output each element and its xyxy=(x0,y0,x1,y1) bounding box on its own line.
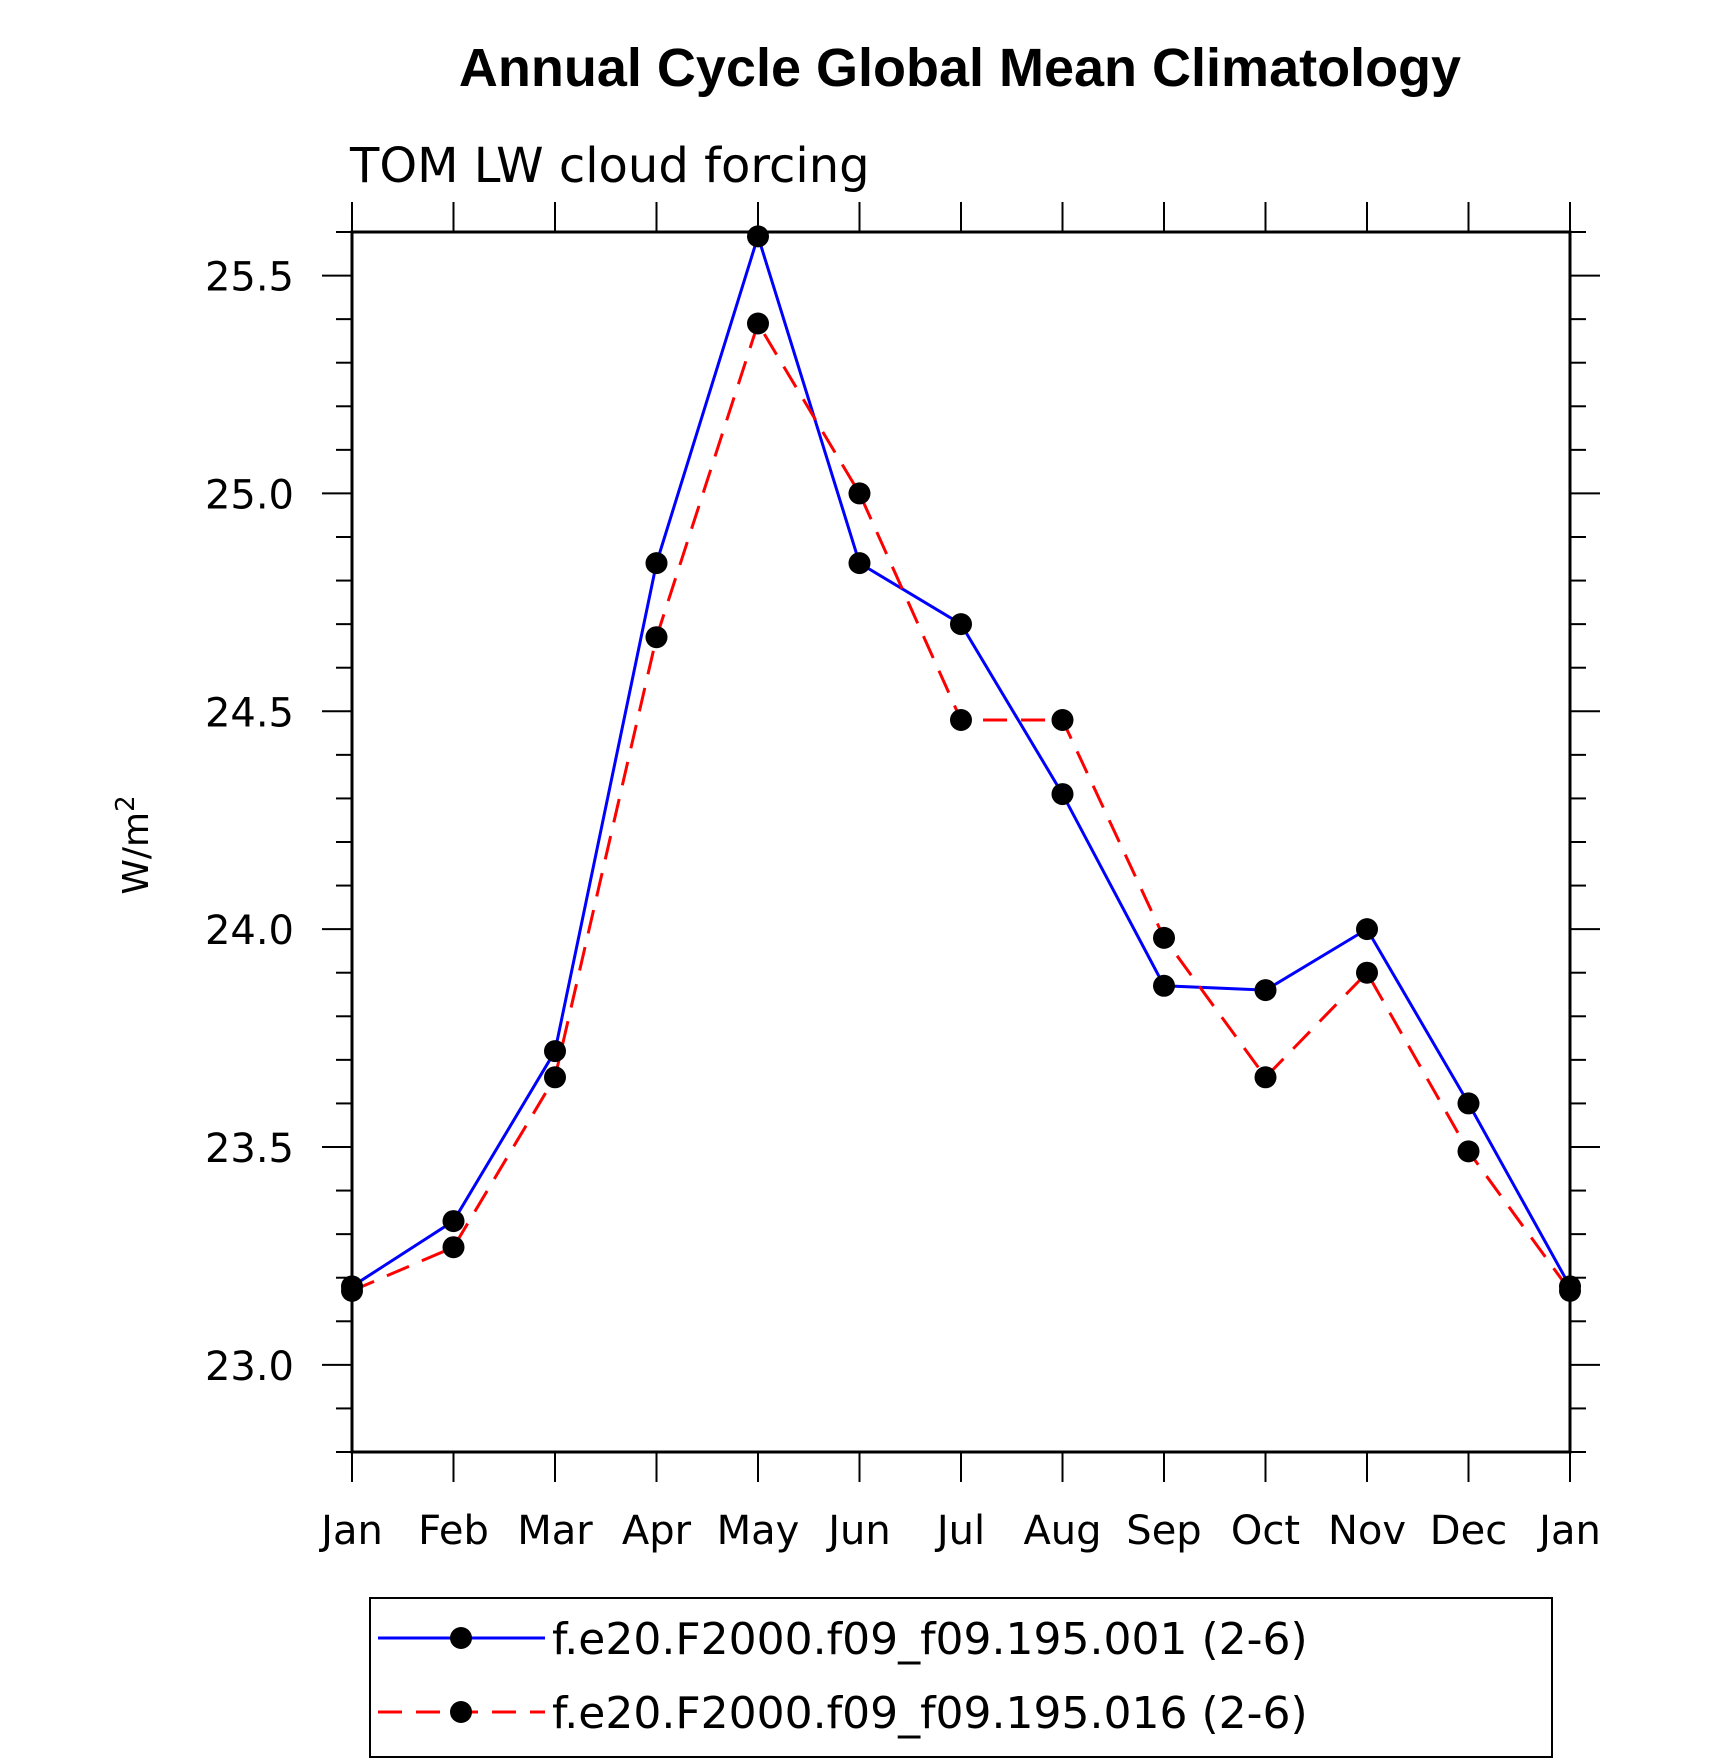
series-1-point xyxy=(1457,1092,1480,1115)
series-2-point xyxy=(1457,1140,1480,1163)
series-markers xyxy=(341,225,1581,1302)
series-1-point xyxy=(645,552,668,575)
x-tick-label: Jul xyxy=(934,1508,985,1554)
y-tick-label: 25.5 xyxy=(205,255,294,301)
y-axis-label-text: W/m xyxy=(116,812,157,895)
legend: f.e20.F2000.f09_f09.195.001 (2-6) f.e20.F… xyxy=(369,1597,1553,1758)
chart-subtitle: TOM LW cloud forcing xyxy=(349,138,870,194)
series-2-point xyxy=(1356,961,1378,984)
x-tick-label: Apr xyxy=(622,1508,692,1554)
series-1-point xyxy=(1254,979,1277,1002)
x-tick-label: Jun xyxy=(825,1508,891,1554)
y-tick-label: 24.0 xyxy=(205,908,294,954)
series-1-point xyxy=(1051,783,1074,806)
axis-ticks xyxy=(322,202,1600,1482)
legend-label-2: f.e20.F2000.f09_f09.195.016 (2-6) xyxy=(552,1688,1308,1739)
series-2-point xyxy=(1254,1066,1277,1089)
series-2-point xyxy=(544,1066,566,1089)
chart-title: Annual Cycle Global Mean Climatology xyxy=(459,38,1461,98)
series-1-point xyxy=(1153,974,1175,997)
x-tick-label: Nov xyxy=(1328,1508,1406,1554)
legend-box xyxy=(369,1597,1553,1758)
y-axis-label: W/m2 xyxy=(111,795,157,894)
x-tick-label: May xyxy=(717,1508,800,1554)
y-tick-labels: 23.0 23.5 24.0 24.5 25.0 25.5 xyxy=(205,255,294,1390)
series-2-point xyxy=(848,482,871,505)
y-tick-label: 24.5 xyxy=(205,690,294,736)
series-2-point xyxy=(1051,709,1074,731)
y-tick-label: 23.5 xyxy=(205,1126,294,1172)
x-tick-label: Jan xyxy=(318,1508,383,1554)
x-tick-label: Feb xyxy=(418,1508,489,1554)
series-1-point xyxy=(848,552,871,575)
x-tick-label: Jan xyxy=(1536,1508,1601,1554)
series-1-point xyxy=(950,613,972,636)
series-2-point xyxy=(645,626,668,649)
series-2-point xyxy=(747,312,769,335)
series-line-1 xyxy=(351,231,1572,1288)
legend-marker-1 xyxy=(450,1627,472,1649)
series-1-point xyxy=(442,1210,465,1233)
legend-entries: f.e20.F2000.f09_f09.195.001 (2-6) f.e20.F… xyxy=(378,1614,1308,1739)
legend-label-1: f.e20.F2000.f09_f09.195.001 (2-6) xyxy=(552,1614,1308,1665)
x-tick-label: Sep xyxy=(1126,1508,1201,1554)
series-1-point xyxy=(544,1040,566,1063)
x-tick-label: Mar xyxy=(517,1508,593,1554)
y-axis-label-superscript: 2 xyxy=(111,795,141,812)
series-1-point xyxy=(747,225,769,248)
series-2-point xyxy=(442,1236,465,1259)
legend-marker-2 xyxy=(450,1701,472,1723)
x-tick-label: Dec xyxy=(1430,1508,1507,1554)
x-tick-label: Oct xyxy=(1231,1508,1300,1554)
plot-frame xyxy=(350,230,1572,1454)
series-2-point xyxy=(950,709,972,731)
series-line-2 xyxy=(351,319,1572,1293)
series-lines xyxy=(351,231,1572,1293)
series-1-point xyxy=(1356,918,1378,941)
x-tick-label: Aug xyxy=(1023,1508,1101,1554)
series-2-point xyxy=(1153,926,1175,949)
x-tick-labels: Jan Feb Mar Apr May Jun Jul Aug Sep Oct Nov Dec Jan xyxy=(318,1508,1601,1554)
y-tick-label: 23.0 xyxy=(205,1344,294,1390)
y-tick-label: 25.0 xyxy=(205,472,294,518)
